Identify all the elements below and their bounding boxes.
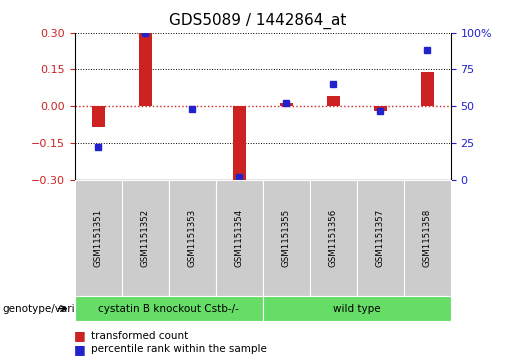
Text: GSM1151357: GSM1151357 <box>375 209 385 267</box>
Text: GSM1151352: GSM1151352 <box>141 209 150 267</box>
Text: percentile rank within the sample: percentile rank within the sample <box>91 344 267 354</box>
Text: ■: ■ <box>74 329 85 342</box>
Text: cystatin B knockout Cstb-/-: cystatin B knockout Cstb-/- <box>98 303 239 314</box>
Bar <box>421 72 434 106</box>
Text: ■: ■ <box>74 343 85 356</box>
Bar <box>233 106 246 181</box>
Bar <box>327 97 340 106</box>
Text: transformed count: transformed count <box>91 331 188 341</box>
Text: wild type: wild type <box>333 303 381 314</box>
Text: GSM1151353: GSM1151353 <box>187 209 197 267</box>
Bar <box>280 102 293 106</box>
Text: GSM1151356: GSM1151356 <box>329 209 338 267</box>
Text: GSM1151358: GSM1151358 <box>423 209 432 267</box>
Text: genotype/variation: genotype/variation <box>3 303 101 314</box>
Text: GSM1151351: GSM1151351 <box>94 209 102 267</box>
Bar <box>92 106 105 127</box>
Bar <box>139 33 152 106</box>
Text: GSM1151354: GSM1151354 <box>235 209 244 267</box>
Bar <box>373 106 387 111</box>
Text: GDS5089 / 1442864_at: GDS5089 / 1442864_at <box>169 13 346 29</box>
Text: GSM1151355: GSM1151355 <box>282 209 290 267</box>
